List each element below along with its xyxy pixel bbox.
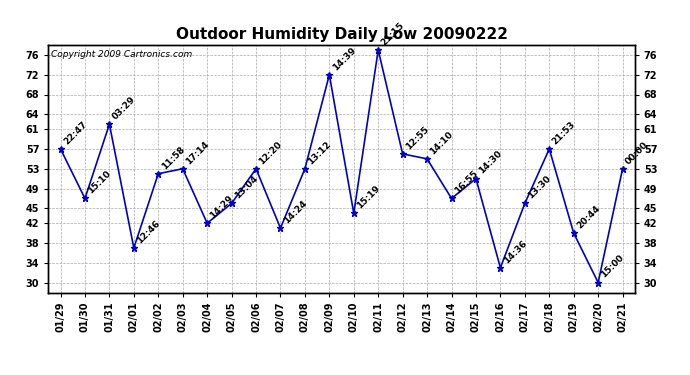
- Text: 14:24: 14:24: [282, 199, 308, 225]
- Text: 17:14: 17:14: [184, 139, 211, 166]
- Text: 14:29: 14:29: [208, 194, 235, 220]
- Text: 15:10: 15:10: [86, 169, 113, 196]
- Text: 12:20: 12:20: [257, 140, 284, 166]
- Text: 11:58: 11:58: [159, 144, 186, 171]
- Text: 21:15: 21:15: [380, 21, 406, 47]
- Text: 13:04: 13:04: [233, 174, 259, 201]
- Text: 14:30: 14:30: [477, 149, 504, 176]
- Text: 16:55: 16:55: [453, 169, 480, 196]
- Text: 12:46: 12:46: [135, 219, 162, 245]
- Text: 15:19: 15:19: [355, 184, 382, 210]
- Text: Copyright 2009 Cartronics.com: Copyright 2009 Cartronics.com: [51, 50, 193, 59]
- Text: 14:36: 14:36: [502, 238, 529, 265]
- Text: 15:00: 15:00: [600, 254, 626, 280]
- Text: 13:12: 13:12: [306, 140, 333, 166]
- Title: Outdoor Humidity Daily Low 20090222: Outdoor Humidity Daily Low 20090222: [175, 27, 508, 42]
- Text: 12:55: 12:55: [404, 124, 431, 151]
- Text: 00:00: 00:00: [624, 140, 650, 166]
- Text: 20:44: 20:44: [575, 204, 602, 230]
- Text: 22:47: 22:47: [62, 119, 89, 146]
- Text: 03:29: 03:29: [111, 95, 137, 122]
- Text: 13:30: 13:30: [526, 174, 553, 201]
- Text: 14:39: 14:39: [331, 45, 357, 72]
- Text: 14:10: 14:10: [428, 129, 455, 156]
- Text: 21:53: 21:53: [551, 120, 578, 146]
